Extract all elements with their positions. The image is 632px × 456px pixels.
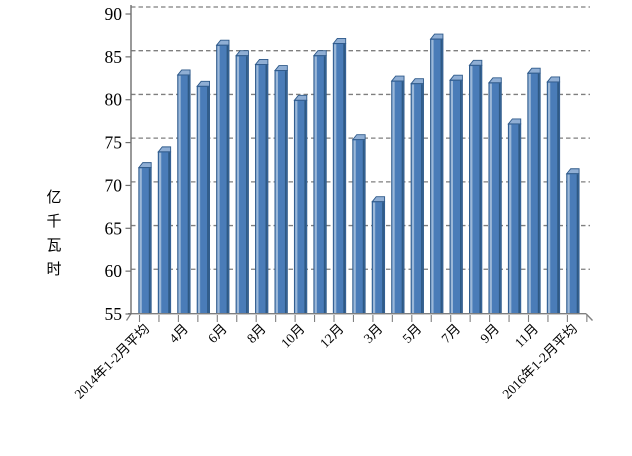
y-tick-label: 65	[105, 218, 123, 238]
bar-top-face	[507, 118, 522, 125]
bar-left-highlight	[431, 39, 434, 314]
bar-top-face	[235, 50, 249, 57]
bar-top-face	[254, 59, 269, 65]
floor-right-corner	[585, 313, 594, 321]
bar-top-face	[196, 80, 210, 87]
bar-right-shade	[226, 45, 229, 314]
x-tick-label: 6月	[205, 321, 230, 346]
bar-left-highlight	[470, 66, 473, 314]
bar-left-highlight	[489, 83, 492, 314]
y-tick-label: 85	[105, 47, 123, 67]
bar-top-face	[137, 162, 152, 169]
bar-top-face	[332, 38, 347, 44]
bar-left-highlight	[256, 65, 259, 314]
bar-left-highlight	[275, 71, 278, 314]
bar-top-face	[410, 78, 424, 85]
bar-right-shade	[304, 100, 307, 314]
x-tick-label: 8月	[244, 321, 269, 346]
bar-right-shade	[557, 82, 559, 314]
y-axis-title-char: 瓦	[46, 238, 61, 254]
bar-left-highlight	[548, 82, 551, 314]
bar-left-highlight	[567, 174, 570, 314]
y-tick-label: 60	[105, 261, 123, 281]
bar-top-face	[565, 168, 580, 175]
bar-top-face	[215, 39, 230, 46]
bar-top-face	[487, 77, 502, 84]
bar-top-face	[449, 74, 463, 81]
bar-top-face	[293, 94, 308, 101]
y-axis-title-char: 千	[46, 213, 61, 230]
x-tick-label: 2016年1-2月平均	[499, 321, 580, 402]
bar-right-shade	[440, 39, 443, 314]
y-tick-label: 80	[105, 90, 123, 110]
bar-right-shade	[343, 44, 345, 314]
bar-left-highlight	[373, 202, 376, 314]
bar-right-shade	[187, 75, 190, 314]
bar-right-shade	[382, 202, 384, 314]
bar-right-shade	[401, 81, 404, 314]
x-tick-label: 5月	[399, 321, 424, 346]
bar-right-shade	[460, 80, 462, 314]
y-tick-label: 55	[105, 304, 123, 324]
bar-right-shade	[518, 124, 521, 314]
bar-left-highlight	[334, 44, 337, 314]
x-tick-label: 7月	[438, 321, 463, 346]
bar-right-shade	[537, 73, 540, 314]
bar-left-highlight	[314, 56, 317, 314]
bar-right-shade	[421, 84, 423, 314]
bar-left-highlight	[217, 46, 220, 314]
bar-top-face	[546, 76, 561, 83]
bar-top-face	[526, 67, 541, 74]
bar-left-highlight	[392, 81, 395, 314]
bar-left-highlight	[528, 73, 531, 314]
bar-left-highlight	[159, 152, 162, 314]
bar-right-shade	[168, 152, 170, 314]
bar-left-highlight	[139, 168, 142, 314]
bar-right-shade	[576, 174, 579, 314]
bar-right-shade	[362, 140, 365, 314]
floor-left-corner	[125, 313, 132, 321]
x-tick-label: 10月	[278, 321, 308, 351]
bar-top-face	[176, 69, 191, 76]
x-tick-label: 4月	[166, 321, 191, 346]
bar-right-shade	[246, 56, 248, 314]
y-tick-label: 90	[105, 4, 123, 24]
y-axis-title-char: 时	[46, 261, 61, 278]
bar-left-highlight	[295, 101, 298, 314]
bar-right-shade	[265, 65, 268, 314]
bar-left-highlight	[236, 56, 240, 314]
bar-top-face	[351, 134, 366, 141]
y-axis-title-char: 亿	[46, 189, 61, 206]
bar-left-highlight	[178, 75, 181, 314]
bar-left-highlight	[353, 140, 356, 314]
bar-right-shade	[323, 56, 326, 314]
x-tick-label: 9月	[477, 321, 502, 346]
bar-right-shade	[284, 71, 287, 314]
bar-top-face	[371, 196, 386, 203]
y-tick-label: 75	[105, 133, 123, 153]
x-tick-label: 3月	[361, 321, 386, 346]
x-tick-label: 2014年1-2月平均	[72, 321, 153, 402]
bar-left-highlight	[509, 124, 512, 314]
bar-top-face	[429, 33, 444, 40]
bar-right-shade	[148, 168, 151, 314]
bar-top-face	[390, 75, 405, 82]
bar-left-highlight	[411, 84, 415, 314]
bar-left-highlight	[197, 87, 201, 314]
bar-left-highlight	[450, 80, 453, 314]
bar-top-face	[468, 59, 483, 66]
bar-top-face	[312, 50, 327, 57]
bar-top-face	[274, 65, 288, 72]
y-tick-label: 70	[105, 175, 123, 195]
x-tick-label: 12月	[317, 321, 347, 351]
bar-right-shade	[479, 65, 482, 314]
bar-right-shade	[498, 83, 501, 314]
bar-top-face	[157, 146, 172, 153]
x-tick-label: 11月	[512, 321, 541, 350]
bar-right-shade	[207, 86, 209, 314]
